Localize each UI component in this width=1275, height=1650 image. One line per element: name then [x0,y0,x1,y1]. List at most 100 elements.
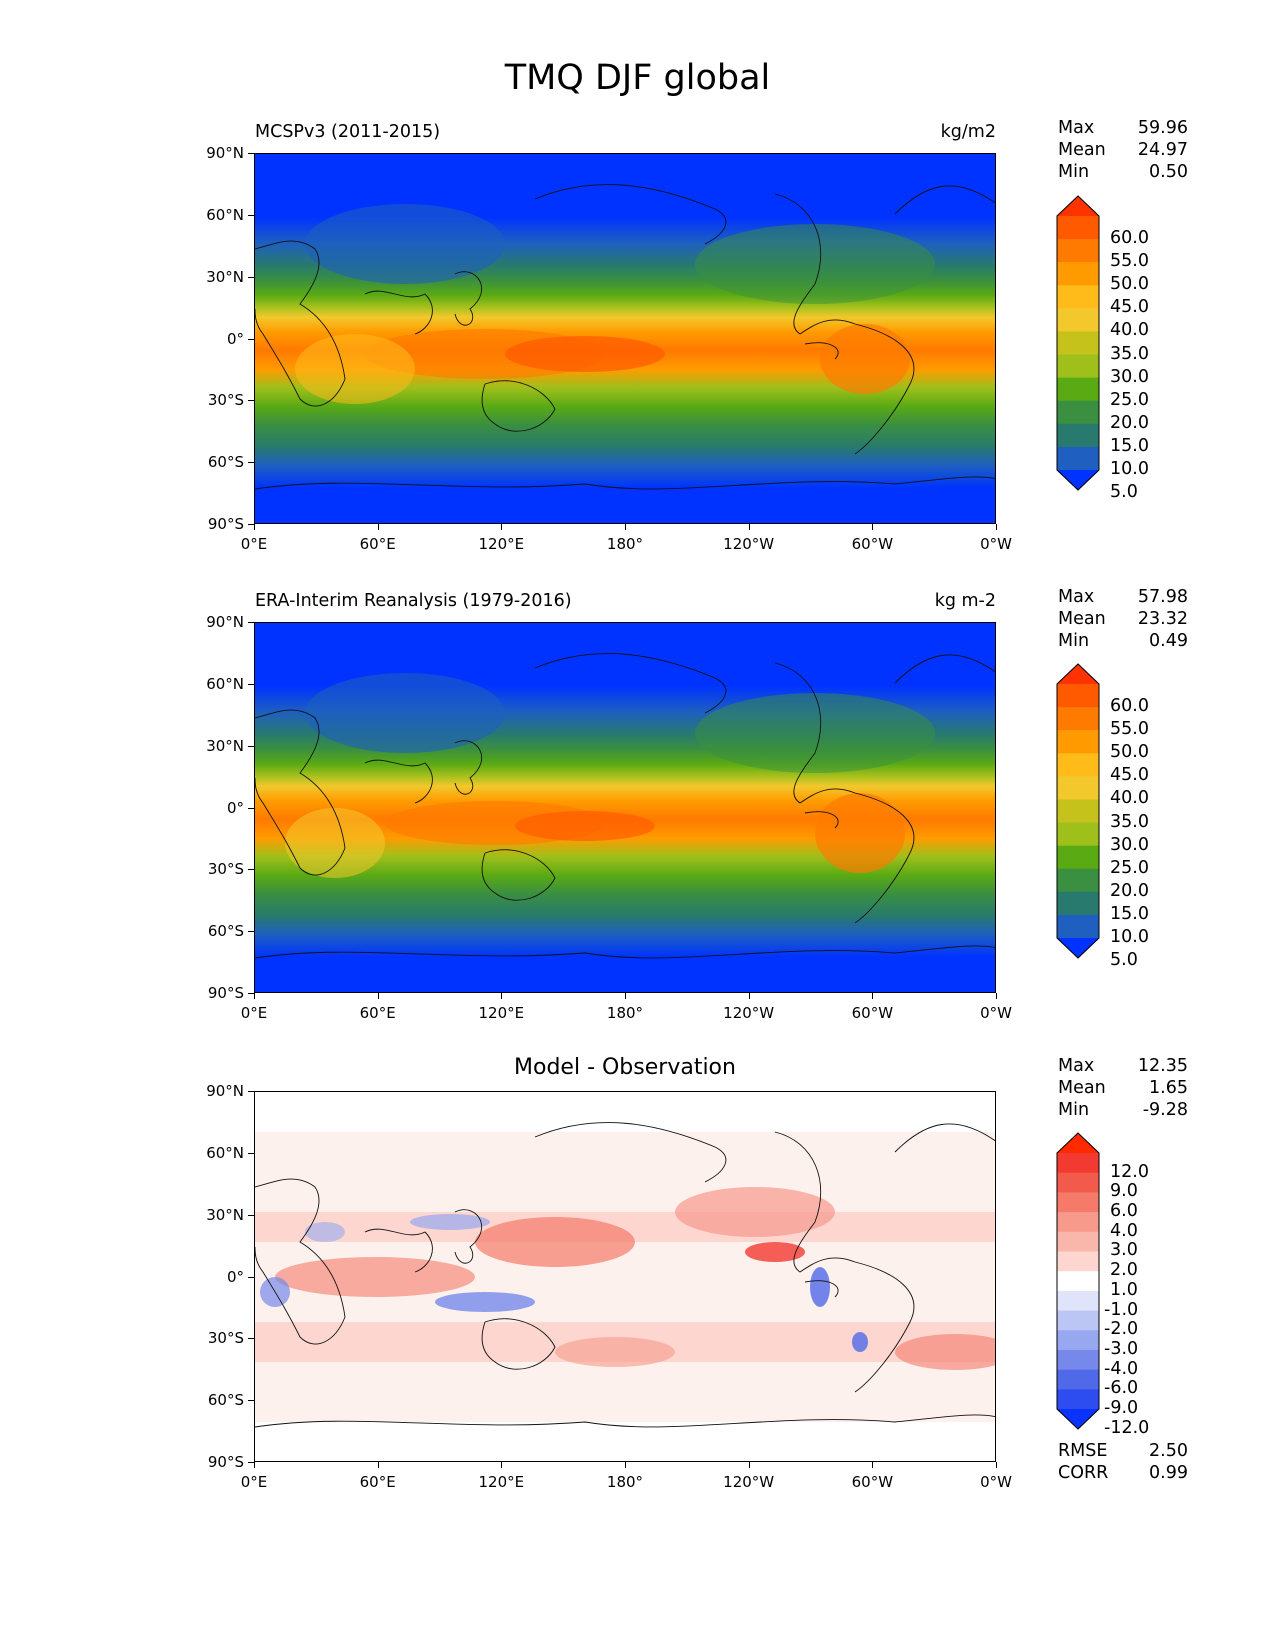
colorbar-level-label: 3.0 [1110,1240,1138,1261]
lat-tick-label: 90°S [207,515,244,533]
lon-tick-mark [501,1462,503,1468]
panel1-map-field [255,154,995,523]
colorbar-segment [1057,868,1099,893]
lat-tick-mark [248,1400,254,1402]
lon-tick-label: 0°W [980,1473,1012,1491]
colorbar-level-label: -3.0 [1104,1338,1139,1359]
colorbar-segment [1057,1389,1099,1410]
colorbar-level-label: 20.0 [1110,880,1149,901]
max-value: 57.98 [1137,587,1188,607]
panel1-stats: Max 59.96 Mean 24.97 Min 0.50 [1058,117,1188,183]
colorbar-panel1 [1056,195,1100,491]
lat-tick-mark [248,462,254,464]
lat-tick-label: 60°S [207,453,244,472]
colorbar-level-label: 10.0 [1110,927,1149,947]
lat-tick-label: 90°S [207,984,244,1002]
colorbar-level-label: -12.0 [1104,1417,1150,1438]
colorbar-level-label: -1.0 [1104,1299,1139,1320]
min-value: 0.50 [1149,162,1188,182]
colorbar-segment [1057,914,1099,939]
lon-tick-mark [254,524,255,530]
lon-tick-mark [254,1462,255,1468]
lon-tick-mark [872,993,874,999]
min-label: Min [1058,631,1090,651]
lon-tick-mark [996,993,997,999]
panel3-map [254,1091,996,1462]
colorbar-level-label: 55.0 [1110,719,1149,740]
lon-tick-label: 60°W [851,535,894,553]
lon-tick-label: 0°W [980,1004,1012,1022]
lon-tick-label: 120°E [478,535,525,553]
min-label: Min [1058,1100,1090,1120]
rmse-value: 2.50 [1149,1441,1188,1461]
colorbar-segment [1057,684,1099,708]
lat-tick-mark [248,276,254,278]
panel2-stats: Max 57.98 Mean 23.32 Min 0.49 [1058,586,1188,652]
lon-tick-label: 120°W [723,535,775,553]
lon-tick-label: 60°W [851,1473,894,1491]
lat-tick-mark [248,153,254,154]
colorbar-level-label: 50.0 [1110,274,1149,295]
max-label: Max [1058,587,1095,607]
lon-tick-label: 0°E [240,535,268,553]
colorbar-segment [1057,1290,1099,1312]
colorbar-segment [1057,1212,1099,1233]
lon-tick-mark [996,524,997,530]
lat-tick-label: 60°N [206,674,244,693]
colorbar-level-label: 4.0 [1110,1220,1138,1241]
panel1-map [254,153,996,524]
lon-tick-mark [377,993,379,999]
colorbar-segment [1057,1330,1099,1351]
lon-tick-mark [748,524,750,530]
colorbar-level-label: 1.0 [1110,1279,1138,1300]
lat-tick-mark [248,683,254,685]
colorbar-level-label: -6.0 [1104,1378,1139,1399]
min-value: 0.49 [1149,631,1188,651]
lat-tick-mark [248,214,254,216]
corr-value: 0.99 [1149,1463,1188,1483]
lat-tick-label: 30°S [207,860,244,879]
min-value: -9.28 [1142,1100,1188,1120]
lon-tick-label: 120°E [478,1473,525,1491]
lon-tick-mark [748,1462,750,1468]
colorbar-segment [1057,891,1099,916]
colorbar-level-label: 5.0 [1110,482,1138,503]
colorbar-level-label: 35.0 [1110,811,1149,832]
colorbar-level-label: 35.0 [1110,343,1149,364]
colorbar-level-label: 40.0 [1110,788,1149,809]
lat-tick-mark [248,745,254,747]
lon-tick-mark [377,524,379,530]
lon-tick-mark [872,1462,874,1468]
panel3-center-title: Model - Observation [514,1055,736,1080]
lon-tick-label: 180° [606,1004,644,1022]
coastlines [255,184,995,490]
lon-tick-label: 0°E [240,1473,268,1491]
colorbar-outline [1056,1132,1100,1430]
lat-tick-mark [248,524,254,525]
lat-tick-label: 0° [226,1267,244,1286]
colorbar-level-label: 6.0 [1110,1201,1138,1222]
colorbar-level-label: 12.0 [1110,1161,1149,1182]
lon-tick-mark [377,1462,379,1468]
colorbar-extend-bottom [1057,470,1099,490]
lon-tick-label: 180° [606,1473,644,1491]
lat-tick-label: 0° [226,329,244,348]
panel2-units: kg m-2 [934,591,996,611]
figure-title: TMQ DJF global [504,58,771,98]
colorbar-segment [1057,1231,1099,1252]
colorbar-segment [1057,354,1099,379]
mean-label: Mean [1058,609,1106,629]
panel3-map-field [255,1092,995,1461]
lon-tick-label: 60°W [851,1004,894,1022]
lon-tick-mark [625,524,626,530]
lat-tick-label: 60°N [206,205,244,224]
panel2-map-field [255,623,995,992]
lat-tick-label: 30°S [207,391,244,410]
lon-tick-label: 0°E [240,1004,268,1022]
panel2-map [254,622,996,993]
lat-tick-mark [248,1462,254,1463]
panel1-left-title: MCSPv3 (2011-2015) [255,122,441,142]
lat-tick-label: 30°S [207,1329,244,1348]
colorbar-segment [1057,799,1099,824]
colorbar-segment [1057,845,1099,870]
